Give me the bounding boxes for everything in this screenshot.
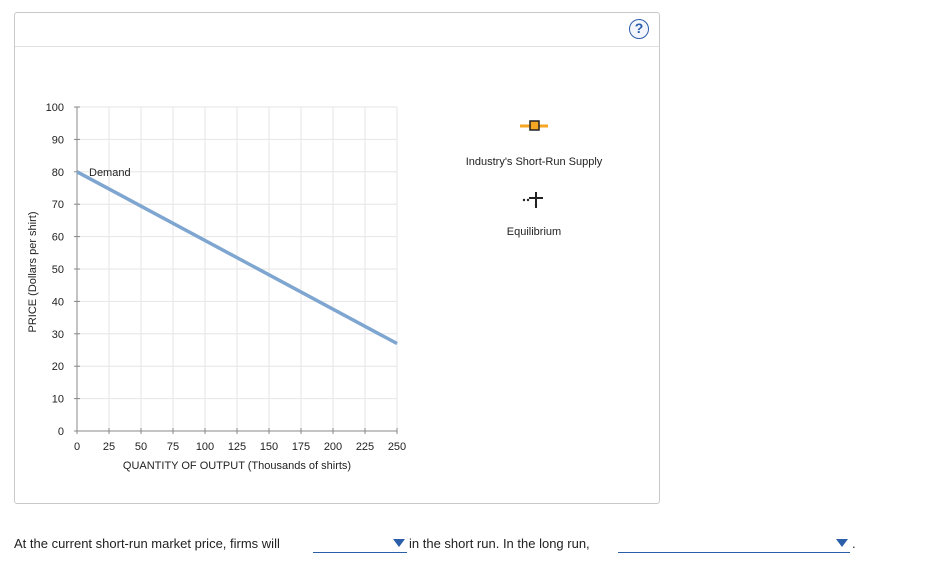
orange-square-marker-icon[interactable]	[520, 120, 548, 131]
y-tick-label: 10	[52, 394, 64, 406]
legend: Industry's Short-Run Supply Equilibrium	[466, 120, 603, 238]
x-tick-label: 25	[103, 441, 115, 453]
x-tick-label: 125	[228, 441, 246, 453]
x-tick-label: 200	[324, 441, 342, 453]
y-tick-label: 70	[52, 199, 64, 211]
x-tick-label: 100	[196, 441, 214, 453]
y-tick-label: 90	[52, 134, 64, 146]
y-tick-label: 60	[52, 232, 64, 244]
x-tick-label: 50	[135, 441, 147, 453]
long-run-action-dropdown[interactable]	[618, 534, 850, 553]
x-tick-label: 250	[388, 441, 406, 453]
y-tick-labels: 0 10 20 30 40 50 60 70 80 90 100	[46, 102, 64, 438]
chevron-down-icon[interactable]	[836, 539, 848, 547]
x-tick-label: 175	[292, 441, 310, 453]
y-tick-label: 0	[58, 426, 64, 438]
y-tick-label: 40	[52, 296, 64, 308]
legend-item-equilibrium[interactable]: Equilibrium	[507, 192, 561, 238]
demand-curve[interactable]	[76, 170, 398, 346]
y-tick-label: 30	[52, 329, 64, 341]
x-tick-label: 225	[356, 441, 374, 453]
help-icon[interactable]: ?	[629, 19, 649, 39]
x-tick-label: 0	[74, 441, 80, 453]
y-tick-label: 50	[52, 264, 64, 276]
question-text-part2: in the short run. In the long run,	[409, 536, 590, 551]
chart-grid	[77, 106, 398, 431]
chevron-down-icon[interactable]	[393, 539, 405, 547]
x-axis-title: QUANTITY OF OUTPUT (Thousands of shirts)	[123, 460, 351, 472]
x-tick-labels: 0 25 50 75 100 125 150 175 200 225 250	[74, 441, 406, 453]
y-tick-label: 80	[52, 167, 64, 179]
y-axis-title: PRICE (Dollars per shirt)	[27, 211, 39, 332]
question-text-part1: At the current short-run market price, f…	[14, 536, 280, 551]
short-run-action-dropdown[interactable]	[313, 534, 407, 553]
supply-demand-chart: 0 25 50 75 100 125 150 175 200 225 250 0 10 20 30 40 50…	[27, 102, 603, 472]
y-tick-label: 100	[46, 102, 64, 114]
demand-curve-label: Demand	[89, 167, 131, 179]
graph-panel: ?	[14, 12, 660, 504]
legend-label-equilibrium: Equilibrium	[507, 226, 561, 238]
chart-series[interactable]: Demand	[76, 167, 398, 346]
x-tick-label: 150	[260, 441, 278, 453]
chart-axes	[74, 106, 398, 434]
x-tick-label: 75	[167, 441, 179, 453]
black-cross-marker-icon[interactable]	[522, 192, 543, 208]
y-tick-label: 20	[52, 361, 64, 373]
legend-item-supply[interactable]: Industry's Short-Run Supply	[466, 120, 603, 168]
legend-label-supply: Industry's Short-Run Supply	[466, 156, 603, 168]
panel-toolbar: ?	[15, 13, 659, 47]
question-text-part3: .	[852, 536, 856, 551]
